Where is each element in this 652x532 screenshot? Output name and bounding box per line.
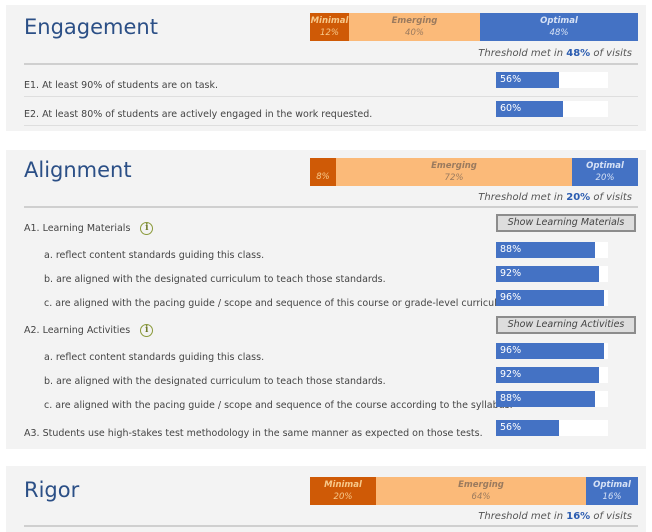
alignment-threshold: Threshold met in 20% of visits xyxy=(478,192,632,203)
rigor-threshold: Threshold met in 16% of visits xyxy=(478,511,632,522)
rigor-emerging-segment[interactable]: Emerging 64% xyxy=(376,477,586,505)
section-divider xyxy=(24,206,638,208)
item-score-fill: 88% xyxy=(496,391,595,407)
item-score-bar[interactable]: 88% xyxy=(496,391,608,407)
alignment-optimal-segment[interactable]: Optimal 20% xyxy=(572,158,638,186)
a1-label: A1. Learning Materials i xyxy=(24,222,154,235)
alignment-distribution-bar[interactable]: 8% Emerging 72% Optimal 20% xyxy=(310,158,638,186)
segment-percent: 12% xyxy=(320,27,339,38)
alignment-title: Alignment xyxy=(24,158,132,182)
segment-label: Minimal xyxy=(324,480,362,490)
item-label: b. are aligned with the designated curri… xyxy=(44,376,386,387)
item-score-fill: 88% xyxy=(496,242,595,258)
row-divider xyxy=(24,96,638,97)
item-label: b. are aligned with the designated curri… xyxy=(44,274,386,285)
item-score-bar[interactable]: 96% xyxy=(496,290,608,306)
item-score-fill: 92% xyxy=(496,266,600,282)
segment-percent: 64% xyxy=(471,491,491,502)
engagement-optimal-segment[interactable]: Optimal 48% xyxy=(480,13,638,41)
rigor-title: Rigor xyxy=(24,478,80,502)
item-score-bar[interactable]: 56% xyxy=(496,420,608,436)
item-label: a. reflect content standards guiding thi… xyxy=(44,250,265,261)
rigor-optimal-segment[interactable]: Optimal 16% xyxy=(586,477,638,505)
item-score-fill: 56% xyxy=(496,72,559,88)
alignment-emerging-segment[interactable]: Emerging 72% xyxy=(336,158,572,186)
a2-label: A2. Learning Activities i xyxy=(24,324,154,337)
segment-label: Optimal xyxy=(540,16,578,26)
threshold-value: 48% xyxy=(566,48,591,59)
engagement-minimal-segment[interactable]: Minimal 12% xyxy=(310,13,349,41)
threshold-prefix: Threshold met in xyxy=(478,192,564,203)
item-label: c. are aligned with the pacing guide / s… xyxy=(44,400,513,411)
info-circle-icon[interactable]: i xyxy=(140,222,154,235)
rigor-distribution-bar[interactable]: Minimal 20% Emerging 64% Optimal 16% xyxy=(310,477,638,505)
item-score-bar[interactable]: 56% xyxy=(496,72,608,88)
engagement-panel: Engagement Minimal 12% Emerging 40% Opti… xyxy=(6,5,646,131)
row-divider xyxy=(24,125,638,126)
item-score-bar[interactable]: 92% xyxy=(496,266,608,282)
show-learning-materials-button[interactable]: Show Learning Materials xyxy=(496,214,636,232)
item-score-fill: 92% xyxy=(496,367,600,383)
a3-label: A3. Students use high-stakes test method… xyxy=(24,428,483,439)
segment-percent: 20% xyxy=(333,491,353,502)
engagement-threshold: Threshold met in 48% of visits xyxy=(478,48,632,59)
info-circle-icon[interactable]: i xyxy=(140,324,154,337)
segment-label: Minimal xyxy=(310,16,349,26)
section-divider xyxy=(24,525,638,527)
show-learning-activities-button[interactable]: Show Learning Activities xyxy=(496,316,636,334)
threshold-value: 16% xyxy=(566,511,591,522)
item-score-fill: 56% xyxy=(496,420,559,436)
threshold-value: 20% xyxy=(566,192,591,203)
item-score-bar[interactable]: 88% xyxy=(496,242,608,258)
item-score-fill: 96% xyxy=(496,343,604,359)
item-score-fill: 60% xyxy=(496,101,564,117)
alignment-minimal-segment[interactable]: 8% xyxy=(310,158,336,186)
alignment-panel: Alignment 8% Emerging 72% Optimal 20% Th… xyxy=(6,150,646,449)
item-score-bar[interactable]: 96% xyxy=(496,343,608,359)
section-divider xyxy=(24,63,638,65)
threshold-suffix: of visits xyxy=(593,192,632,203)
item-label: E2. At least 80% of students are activel… xyxy=(24,109,373,120)
item-label: E1. At least 90% of students are on task… xyxy=(24,80,219,91)
segment-label: Emerging xyxy=(458,480,504,490)
engagement-distribution-bar[interactable]: Minimal 12% Emerging 40% Optimal 48% xyxy=(310,13,638,41)
segment-percent: 40% xyxy=(405,27,424,38)
threshold-prefix: Threshold met in xyxy=(478,48,564,59)
item-label: c. are aligned with the pacing guide / s… xyxy=(44,298,516,309)
item-score-fill: 96% xyxy=(496,290,604,306)
item-score-bar[interactable]: 92% xyxy=(496,367,608,383)
segment-label: Emerging xyxy=(391,16,438,26)
segment-label: Emerging xyxy=(431,161,477,171)
segment-percent: 48% xyxy=(549,27,569,38)
segment-label: Optimal xyxy=(593,480,631,490)
segment-percent: 16% xyxy=(602,491,622,502)
engagement-emerging-segment[interactable]: Emerging 40% xyxy=(349,13,480,41)
engagement-title: Engagement xyxy=(24,15,158,39)
rigor-panel: Rigor Minimal 20% Emerging 64% Optimal 1… xyxy=(6,466,646,532)
segment-percent: 72% xyxy=(444,172,464,183)
group-label: A1. Learning Materials xyxy=(24,223,131,234)
item-score-bar[interactable]: 60% xyxy=(496,101,608,117)
threshold-prefix: Threshold met in xyxy=(478,511,564,522)
segment-percent: 8% xyxy=(316,172,330,182)
segment-label: Optimal xyxy=(586,161,624,171)
threshold-suffix: of visits xyxy=(593,511,632,522)
group-label: A2. Learning Activities xyxy=(24,325,131,336)
threshold-suffix: of visits xyxy=(593,48,632,59)
rigor-minimal-segment[interactable]: Minimal 20% xyxy=(310,477,376,505)
segment-percent: 20% xyxy=(595,172,615,183)
item-label: a. reflect content standards guiding thi… xyxy=(44,352,265,363)
